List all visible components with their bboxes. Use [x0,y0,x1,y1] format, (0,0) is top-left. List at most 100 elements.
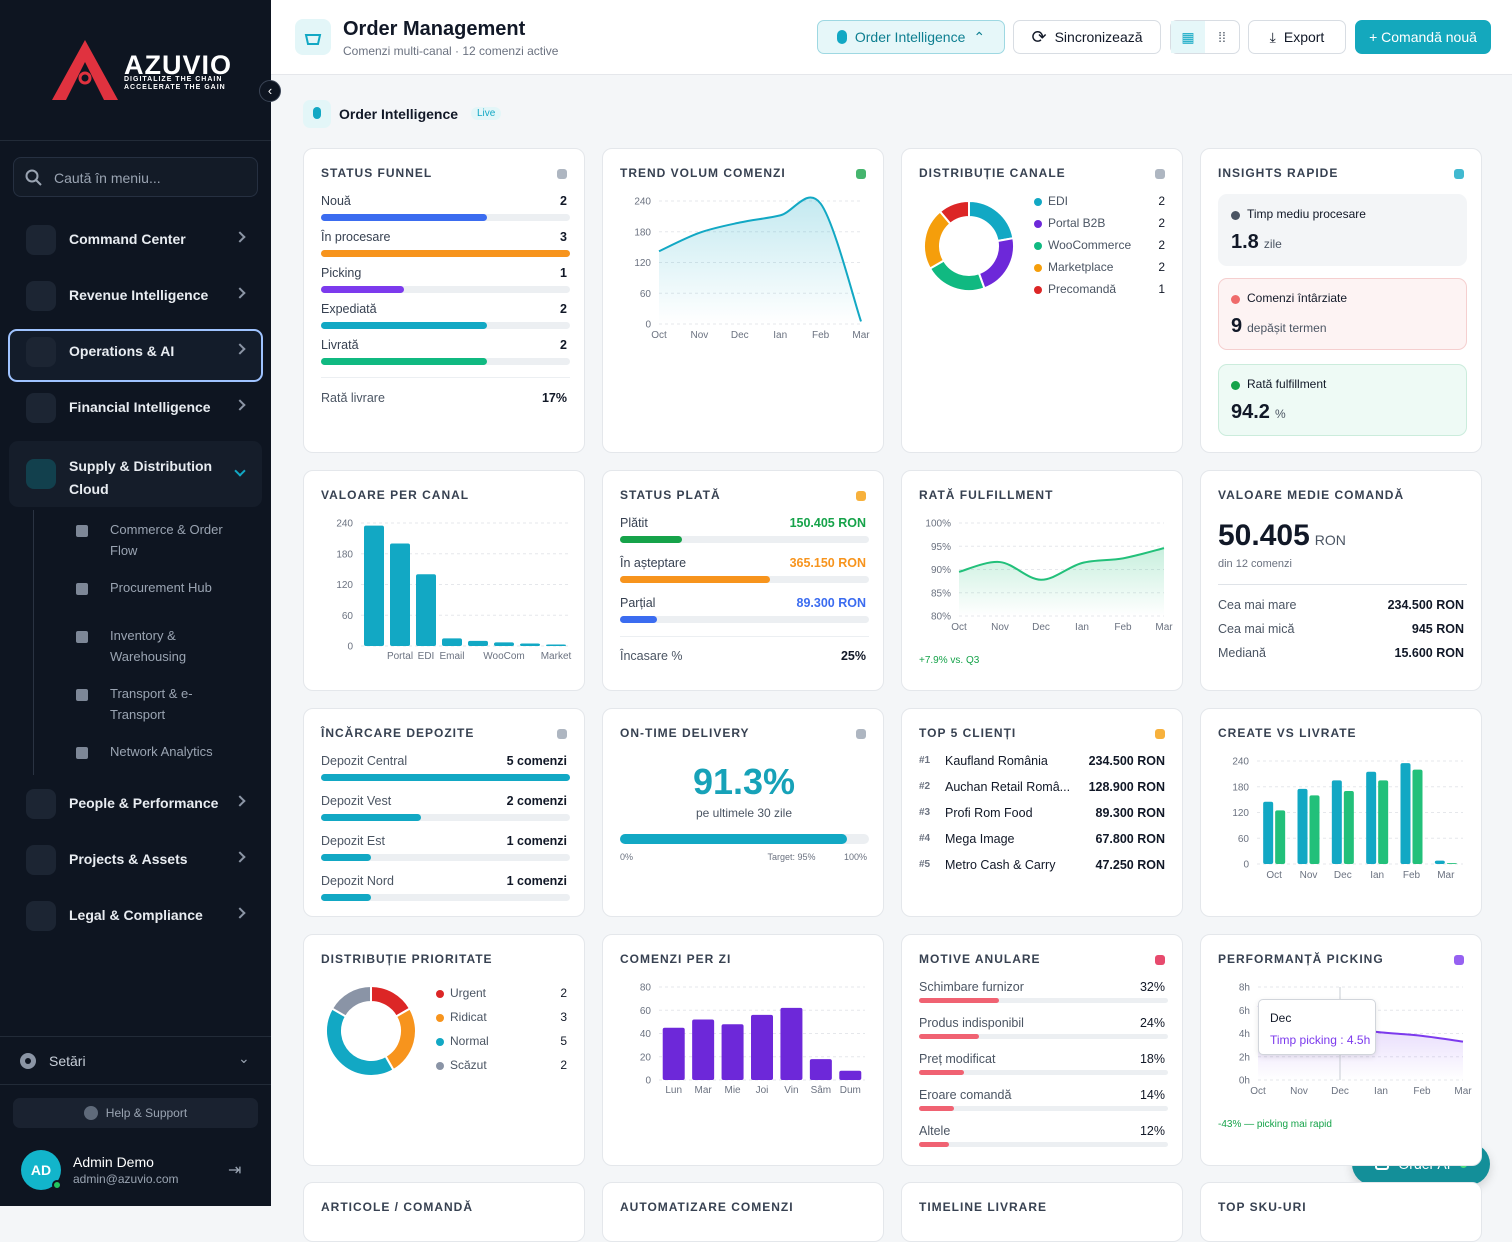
card: AUTOMATIZARE COMENZI [602,1182,884,1242]
bar [1263,801,1274,864]
submenu-item[interactable]: Network Analytics [110,744,213,759]
card-title: VALOARE PER CANAL [321,488,470,502]
submenu-icon [76,631,88,643]
settings[interactable]: Setări [49,1053,86,1069]
export-button[interactable]: ⤓ Export [1248,20,1346,54]
bar [390,543,410,646]
insight-icon [1231,211,1240,220]
y-tick-label: 0 [1243,860,1249,871]
bar [321,814,421,821]
x-tick-label: Dum [840,1085,861,1096]
menu-item[interactable]: People & Performance [69,795,219,811]
bar [721,1024,744,1080]
bar-track [919,1034,1168,1039]
submenu-icon [76,689,88,701]
menu-item[interactable]: Legal & Compliance [69,907,203,923]
y-tick-label: 100% [925,519,951,530]
x-tick-label: Dec [1331,1086,1349,1097]
row-label: Altele [919,1124,951,1138]
insight-value: 9 depășit termen [1231,315,1327,337]
insight-label: Timp mediu procesare [1247,207,1366,221]
x-tick-label: Ian [773,330,787,341]
legend-dot [1034,264,1042,272]
y-tick-label: 240 [634,197,651,208]
x-tick-label: Ian [1075,622,1089,633]
bar [321,214,487,221]
area [959,548,1164,616]
insight-label: Rată fulfillment [1247,377,1327,391]
sync-button[interactable]: ⟳ Sincronizează [1013,20,1161,54]
intel-button[interactable]: Order Intelligence ⌃ [817,20,1005,54]
legend-dot [1034,286,1042,294]
view-toggle[interactable]: ▦ ⁞⁞ [1170,20,1240,54]
chart: 0 20 40 60 80 Lun Mar Mie Joi Vin Sâm Dum [640,983,865,1096]
row-value: 1 [560,266,567,280]
y-tick-label: 0 [645,320,651,331]
card-title: ÎNCĂRCARE DEPOZITE [321,726,475,740]
bar [321,854,371,861]
submenu-item[interactable]: Transport & e-Transport [110,686,193,722]
card-title: ARTICOLE / COMANDĂ [321,1200,473,1214]
row-label: Eroare comandă [919,1088,1012,1102]
bar [1446,863,1457,864]
search-box[interactable]: Caută în meniu... [13,157,258,197]
tooltip: Dec Timp picking : 4.5h [1258,999,1376,1055]
row-label: Cea mai mare [1218,598,1297,612]
rank: #3 [919,807,931,818]
chevron: ⌄ [238,1050,250,1066]
insight-unit: % [1274,407,1286,421]
chevron: ⌃ [973,28,986,45]
header: Order Management Comenzi multi-canal · 1… [271,0,1512,75]
x-tick-label: Mie [725,1085,742,1096]
search-placeholder: Caută în meniu... [54,170,161,186]
client-amount: 47.250 RON [1095,858,1165,872]
card: DISTRIBUȚIE PRIORITATE Urgent 2 Ridicat 3 Nor… [303,934,585,1166]
donut-segment [977,237,1015,290]
grid-view[interactable]: ▦ [1171,21,1205,53]
row-value: 945 RON [1411,622,1464,636]
legend-label: WooCommerce [1048,238,1132,252]
client-name: Metro Cash & Carry [945,858,1056,872]
x-tick-label: Mar [1155,622,1173,633]
bar [321,250,570,257]
x-tick-label: 100% [843,852,867,862]
menu-icon [26,337,56,367]
menu-item[interactable]: Operations & AI [69,343,175,359]
button-label: Sincronizează [1054,29,1143,45]
menu-item[interactable]: Projects & Assets [69,851,188,867]
menu-item[interactable]: Supply & Distribution Cloud [69,458,213,497]
menu-item[interactable]: Financial Intelligence [69,399,211,415]
card: COMENZI PER ZI 0 20 40 60 80 Lun Mar Mie Joi Vin Sâ… [602,934,884,1166]
submenu-item[interactable]: Procurement Hub [110,580,212,595]
legend-dot [1034,242,1042,250]
list-view[interactable]: ⁞⁞ [1218,29,1226,45]
new-order-button[interactable]: + Comandă nouă [1355,20,1491,54]
legend-label: Normal [450,1034,489,1048]
rank: #1 [919,755,931,766]
collapse-button[interactable]: ‹ [259,80,281,102]
bar [1275,810,1286,864]
row-label: Nouă [321,194,351,208]
row-label: Plătit [620,516,648,530]
menu-item[interactable]: Command Center [69,231,186,247]
submenu-item[interactable]: Commerce & Order Flow [110,522,223,558]
bar [620,576,771,583]
legend-value: 2 [1158,216,1165,230]
logout[interactable]: ⇥ [228,1162,242,1179]
row-label: Depozit Nord [321,874,394,888]
bar [520,643,540,646]
legend-value: 2 [1158,260,1165,274]
bar [416,574,436,646]
x-tick-label: Nov [1290,1086,1308,1097]
menu-icon [26,281,56,311]
menu-item[interactable]: Revenue Intelligence [69,287,209,303]
annotation: -43% — picking mai rapid [1218,1119,1332,1130]
card-title: STATUS FUNNEL [321,166,433,180]
help-button[interactable]: Help & Support [13,1098,258,1128]
bar [1366,771,1377,864]
x-tick-label: Mar [1454,1086,1472,1097]
bar [620,834,848,844]
submenu-item[interactable]: Inventory & Warehousing [110,628,187,664]
card: DISTRIBUȚIE CANALE EDI 2 Portal B2B 2 WooComm… [901,148,1183,453]
legend-label: Portal B2B [1048,216,1106,230]
